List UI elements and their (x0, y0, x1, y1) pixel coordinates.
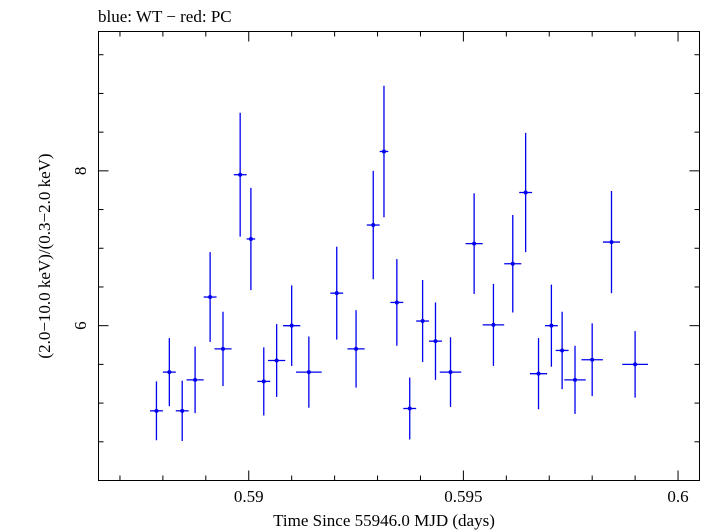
point-marker (573, 377, 578, 382)
point-marker (208, 295, 213, 300)
data-point (622, 331, 648, 398)
y-axis-tick-labels: 68 (71, 167, 90, 330)
data-points (150, 85, 648, 442)
data-point (203, 252, 217, 342)
data-point (504, 214, 522, 313)
data-point (429, 302, 442, 380)
data-point (602, 190, 621, 294)
y-tick-label: 6 (71, 321, 90, 330)
point-marker (381, 149, 386, 154)
point-marker (394, 300, 399, 305)
data-point (366, 170, 380, 280)
data-point (390, 259, 404, 346)
data-point (246, 187, 256, 291)
data-point (529, 338, 548, 410)
point-marker (220, 346, 225, 351)
data-point (581, 323, 603, 397)
point-marker (536, 371, 541, 376)
x-tick-label: 0.6 (667, 487, 688, 506)
data-point (544, 284, 558, 367)
point-marker (154, 408, 159, 413)
data-point (347, 310, 365, 388)
x-axis-ticks (119, 31, 679, 481)
data-point (175, 380, 189, 442)
point-marker (193, 377, 198, 382)
data-point (257, 347, 271, 416)
point-marker (354, 346, 359, 351)
point-marker (420, 319, 425, 324)
point-marker (491, 322, 496, 327)
point-marker (238, 172, 243, 177)
y-tick-label: 8 (71, 167, 90, 176)
data-point (416, 279, 430, 363)
data-point (555, 311, 569, 390)
point-marker (248, 236, 253, 241)
point-marker (407, 406, 412, 411)
point-marker (274, 358, 279, 363)
data-point (439, 337, 462, 407)
data-point (295, 336, 322, 408)
point-marker (289, 323, 294, 328)
point-marker (306, 370, 311, 375)
data-point (233, 112, 247, 237)
y-axis-label: (2.0−10.0 keV)/(0.3−2.0 keV) (35, 153, 54, 358)
point-marker (167, 370, 172, 375)
data-point (519, 132, 533, 253)
data-point (465, 193, 483, 294)
y-axis-ticks (98, 54, 700, 481)
point-marker (523, 190, 528, 195)
point-marker (472, 241, 477, 246)
data-point (214, 311, 232, 387)
point-marker (549, 323, 554, 328)
point-marker (180, 408, 185, 413)
point-marker (560, 348, 565, 353)
point-marker (633, 362, 638, 367)
data-point (482, 283, 505, 366)
data-point (283, 285, 301, 366)
point-marker (609, 240, 614, 245)
x-axis-label: Time Since 55946.0 MJD (days) (273, 511, 495, 530)
data-point (268, 324, 286, 397)
plot-frame (98, 31, 700, 481)
data-point (162, 338, 176, 407)
point-marker (433, 339, 438, 344)
x-axis-tick-labels: 0.59 0.595 0.6 (234, 487, 689, 506)
data-point (564, 345, 586, 414)
data-point (403, 377, 417, 440)
x-tick-label: 0.595 (444, 487, 482, 506)
point-marker (448, 370, 453, 375)
point-marker (510, 261, 515, 266)
data-point (330, 246, 344, 340)
chart-title: blue: WT − red: PC (98, 7, 232, 26)
data-point (379, 85, 389, 218)
data-point (150, 381, 163, 441)
point-marker (334, 291, 339, 296)
data-point (186, 346, 204, 414)
point-marker (590, 357, 595, 362)
x-tick-label: 0.59 (234, 487, 264, 506)
point-marker (261, 379, 266, 384)
point-marker (371, 223, 376, 228)
